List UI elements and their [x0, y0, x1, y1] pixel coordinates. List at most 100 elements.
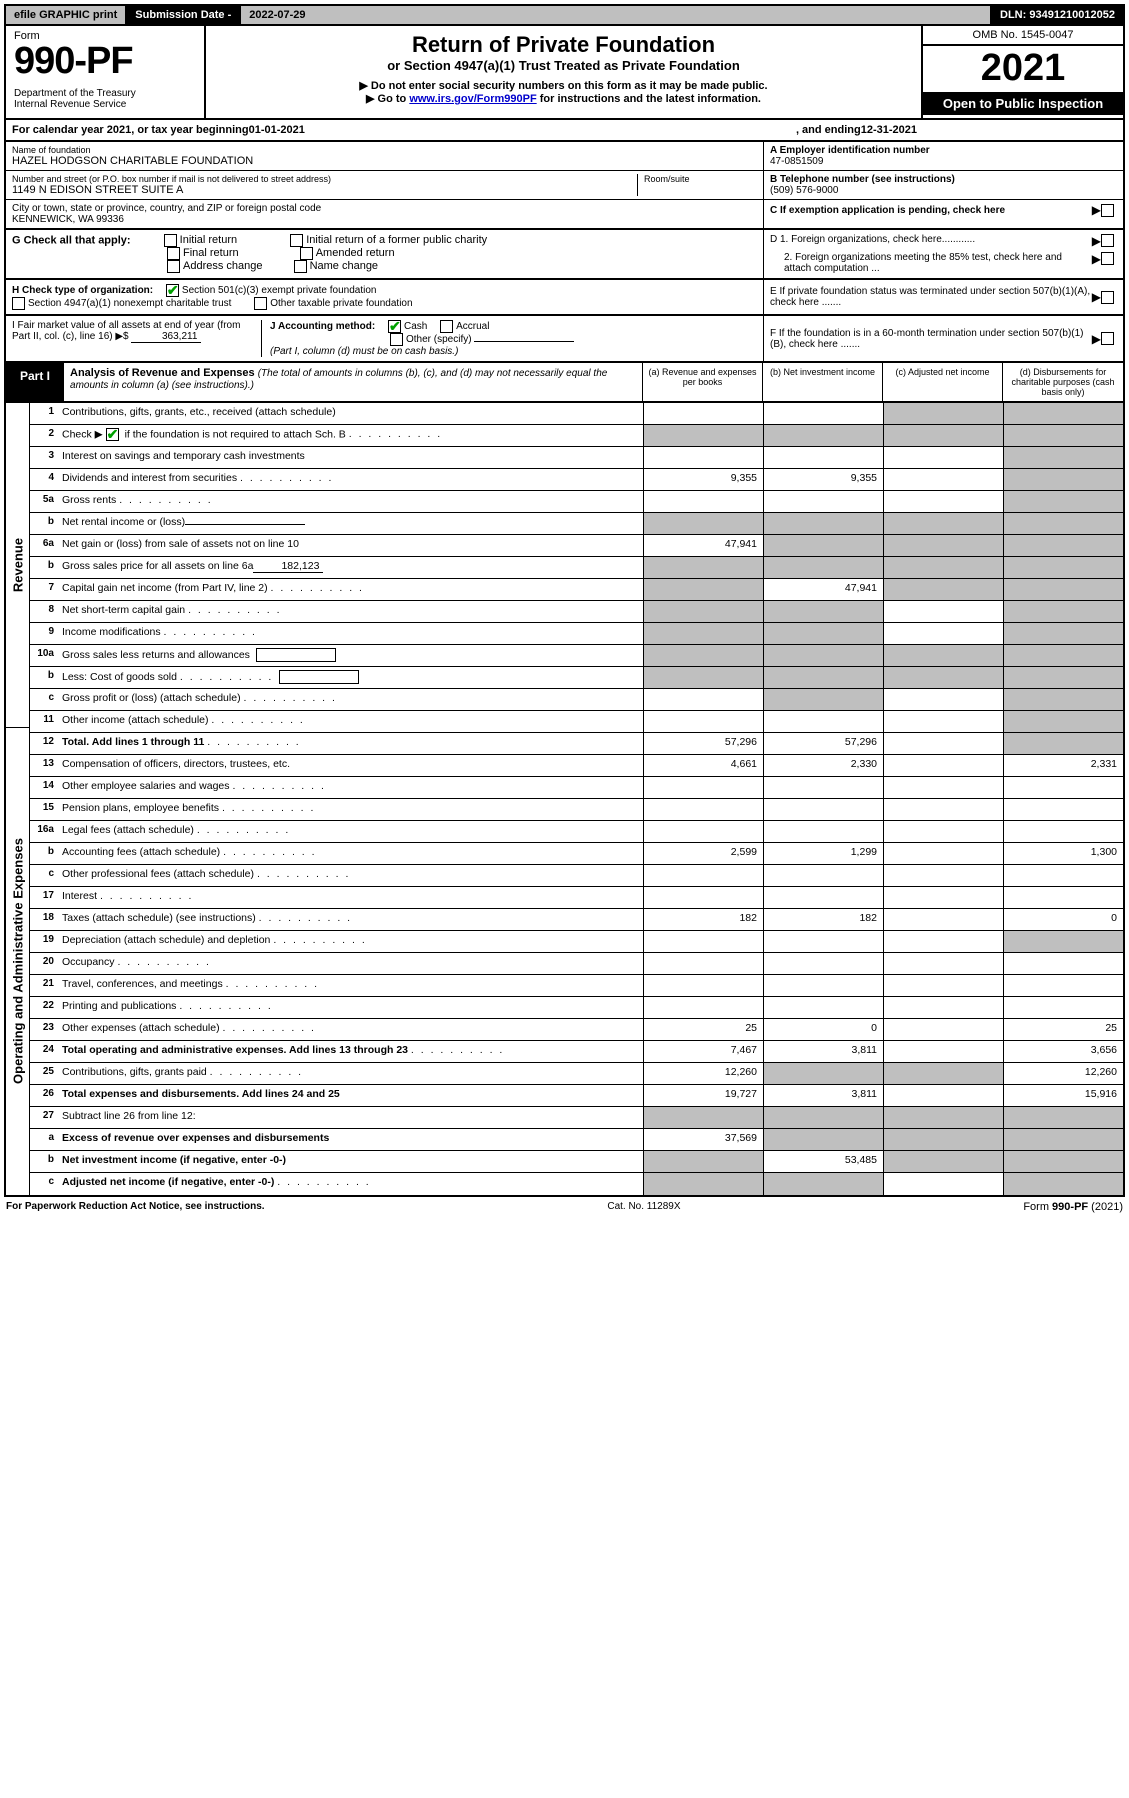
amount-cell [883, 843, 1003, 864]
col-c-hdr: (c) Adjusted net income [883, 363, 1003, 401]
amount-cell [763, 777, 883, 798]
amount-cell [1003, 447, 1123, 468]
g-final-return[interactable] [167, 247, 180, 260]
line-desc: Total operating and administrative expen… [58, 1041, 643, 1062]
i-label: I Fair market value of all assets at end… [12, 320, 240, 342]
g-address-change[interactable] [167, 260, 180, 273]
c-checkbox[interactable] [1101, 204, 1114, 217]
amount-cell [883, 777, 1003, 798]
col-d-hdr: (d) Disbursements for charitable purpose… [1003, 363, 1123, 401]
part1-title: Analysis of Revenue and Expenses (The to… [64, 363, 643, 401]
h-501c3-checkbox[interactable] [166, 284, 179, 297]
amount-cell [643, 623, 763, 644]
d1-checkbox[interactable] [1101, 234, 1114, 247]
e-checkbox[interactable] [1101, 291, 1114, 304]
amount-cell [763, 425, 883, 446]
amount-cell [643, 865, 763, 886]
amount-cell [883, 1173, 1003, 1195]
line-desc: Other income (attach schedule) [58, 711, 643, 732]
j-accrual-checkbox[interactable] [440, 320, 453, 333]
phone-label: B Telephone number (see instructions) [770, 174, 1117, 185]
part1-rows: 1 Contributions, gifts, grants, etc., re… [30, 403, 1123, 1195]
amount-cell [883, 821, 1003, 842]
line-number: 9 [30, 623, 58, 644]
j-note: (Part I, column (d) must be on cash basi… [270, 346, 458, 357]
g-label: G Check all that apply: [12, 234, 131, 246]
form-title: Return of Private Foundation [216, 32, 911, 58]
amount-cell [1003, 1129, 1123, 1150]
amount-cell [883, 513, 1003, 534]
amount-cell: 37,569 [643, 1129, 763, 1150]
part1-tab: Part I [6, 363, 64, 401]
table-row: 16a Legal fees (attach schedule) [30, 821, 1123, 843]
form-instructions-link[interactable]: www.irs.gov/Form990PF [409, 93, 536, 105]
form-header: Form 990-PF Department of the TreasuryIn… [4, 26, 1125, 120]
schb-checkbox[interactable] [106, 428, 119, 441]
line-desc: Total expenses and disbursements. Add li… [58, 1085, 643, 1106]
line-number: 16a [30, 821, 58, 842]
amount-cell [1003, 491, 1123, 512]
h-4947-checkbox[interactable] [12, 297, 25, 310]
amount-cell: 25 [643, 1019, 763, 1040]
line-number: 2 [30, 425, 58, 446]
amount-cell: 25 [1003, 1019, 1123, 1040]
j-cash-checkbox[interactable] [388, 320, 401, 333]
line-desc: Gross rents [58, 491, 643, 512]
table-row: c Adjusted net income (if negative, ente… [30, 1173, 1123, 1195]
amount-cell [1003, 821, 1123, 842]
g-amended[interactable] [300, 247, 313, 260]
omb-number: OMB No. 1545-0047 [923, 26, 1123, 46]
g-name-change[interactable] [294, 260, 307, 273]
revenue-vlabel: Revenue Operating and Administrative Exp… [6, 403, 30, 1195]
table-row: 22 Printing and publications [30, 997, 1123, 1019]
line-number: 24 [30, 1041, 58, 1062]
line-desc: Adjusted net income (if negative, enter … [58, 1173, 643, 1195]
part1-header: Part I Analysis of Revenue and Expenses … [4, 363, 1125, 403]
f-checkbox[interactable] [1101, 332, 1114, 345]
line-number: b [30, 843, 58, 864]
amount-cell [1003, 865, 1123, 886]
table-row: 14 Other employee salaries and wages [30, 777, 1123, 799]
foundation-name: HAZEL HODGSON CHARITABLE FOUNDATION [12, 155, 757, 167]
g-initial-return[interactable] [164, 234, 177, 247]
amount-cell [1003, 557, 1123, 578]
amount-cell [643, 799, 763, 820]
line-number: b [30, 513, 58, 534]
table-row: 18 Taxes (attach schedule) (see instruct… [30, 909, 1123, 931]
amount-cell [883, 1129, 1003, 1150]
col-a-hdr: (a) Revenue and expenses per books [643, 363, 763, 401]
amount-cell [883, 1151, 1003, 1172]
amount-cell [643, 645, 763, 666]
line-desc: Gross profit or (loss) (attach schedule) [58, 689, 643, 710]
amount-cell: 7,467 [643, 1041, 763, 1062]
amount-cell [763, 1107, 883, 1128]
amount-cell [763, 975, 883, 996]
amount-cell: 182 [763, 909, 883, 930]
amount-cell [643, 1151, 763, 1172]
addr-label: Number and street (or P.O. box number if… [12, 174, 637, 184]
h-other-checkbox[interactable] [254, 297, 267, 310]
form-number: 990-PF [14, 42, 196, 80]
line-number: 8 [30, 601, 58, 622]
line-number: 20 [30, 953, 58, 974]
form-note-2: ▶ Go to www.irs.gov/Form990PF for instru… [216, 92, 911, 105]
footer-left: For Paperwork Reduction Act Notice, see … [6, 1201, 265, 1213]
e-block: E If private foundation status was termi… [763, 280, 1123, 314]
d2-checkbox[interactable] [1101, 252, 1114, 265]
amount-cell [763, 953, 883, 974]
amount-cell [883, 403, 1003, 424]
line-number: 12 [30, 733, 58, 754]
line-desc: Accounting fees (attach schedule) [58, 843, 643, 864]
line-desc: Legal fees (attach schedule) [58, 821, 643, 842]
line-number: 15 [30, 799, 58, 820]
amount-cell [1003, 667, 1123, 688]
j-other-checkbox[interactable] [390, 333, 403, 346]
line-desc: Pension plans, employee benefits [58, 799, 643, 820]
line-number: 23 [30, 1019, 58, 1040]
amount-cell [883, 1019, 1003, 1040]
line-desc: Printing and publications [58, 997, 643, 1018]
form-number-block: Form 990-PF Department of the TreasuryIn… [6, 26, 206, 118]
amount-cell [763, 1063, 883, 1084]
g-initial-former[interactable] [290, 234, 303, 247]
amount-cell [763, 645, 883, 666]
